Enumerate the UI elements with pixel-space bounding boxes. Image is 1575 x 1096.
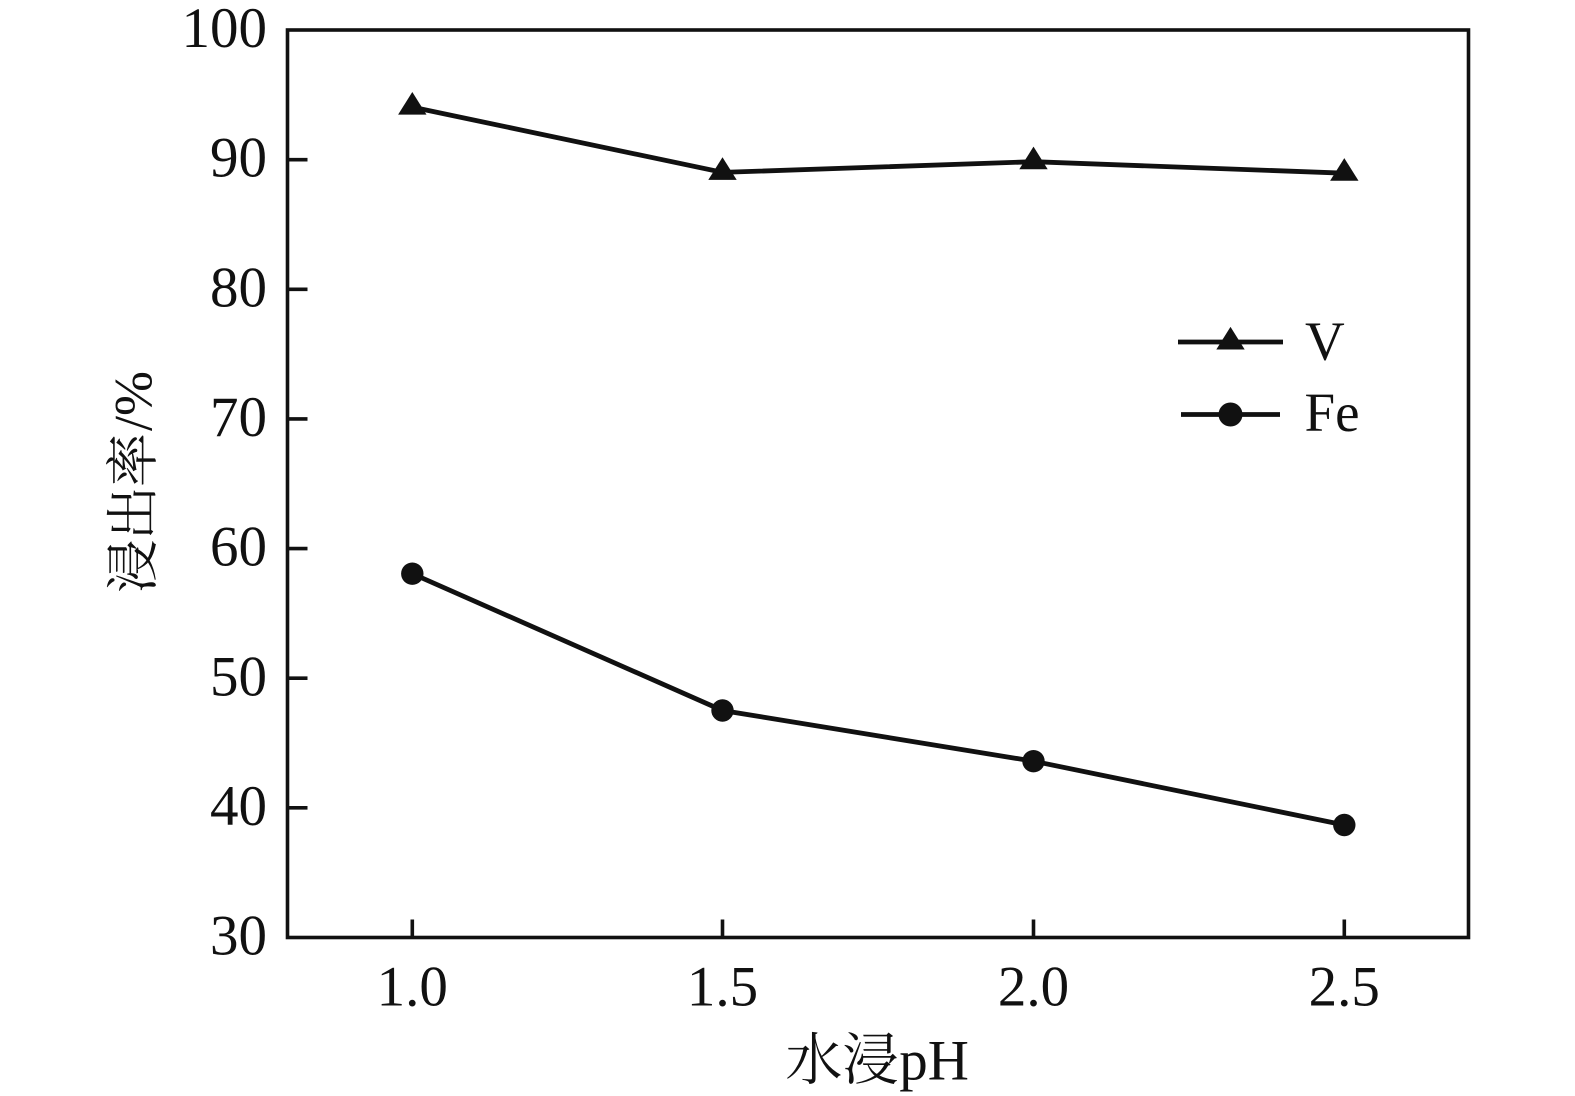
svg-text:30: 30 [210, 905, 267, 968]
svg-text:50: 50 [210, 645, 267, 708]
svg-text:/%: /% [104, 371, 164, 431]
svg-text:Fe: Fe [1305, 382, 1360, 443]
svg-text:2.0: 2.0 [998, 956, 1069, 1019]
svg-text:60: 60 [210, 516, 267, 579]
svg-text:1.0: 1.0 [377, 956, 448, 1019]
svg-text:40: 40 [210, 775, 267, 838]
svg-text:90: 90 [210, 127, 267, 190]
svg-text:pH: pH [899, 1030, 969, 1093]
svg-text:2.5: 2.5 [1309, 956, 1380, 1019]
svg-text:1.5: 1.5 [687, 956, 758, 1019]
svg-text:100: 100 [182, 0, 268, 60]
svg-text:80: 80 [210, 256, 267, 319]
svg-text:V: V [1305, 311, 1345, 372]
svg-text:70: 70 [210, 386, 267, 449]
